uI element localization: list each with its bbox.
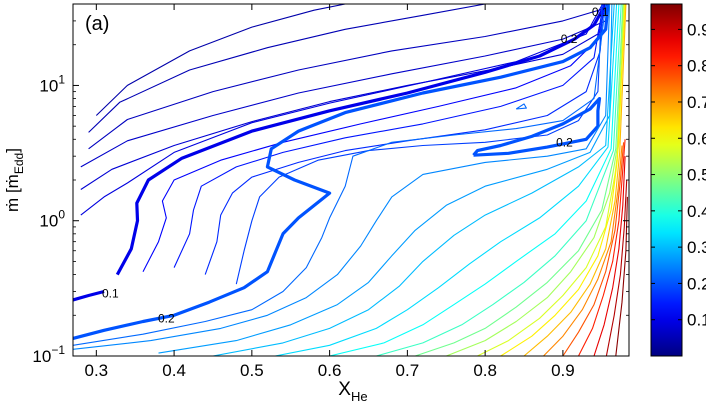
colorbar-ticks: 0.1 0.2 0.3 0.4 0.5 0.6 0.7 0.8 0.9 [651,20,706,330]
contour-line-29 [578,139,626,356]
contour-line-12 [73,4,610,340]
contour-line-5 [80,4,604,216]
x-tick-label-3: 0.6 [318,361,342,380]
colorbar-tick-label-8: 0.9 [687,20,706,39]
contour-line-27 [543,145,623,356]
x-tick-label-0: 0.3 [85,361,109,380]
x-tick-label-1: 0.4 [162,361,186,380]
colorbar-tick-label-2: 0.3 [687,238,706,257]
contour-line-0 [95,4,346,116]
y-tick-label-1: 100 [39,208,65,231]
contour-line-23 [446,4,625,356]
contour-label-0: 0.1 [102,286,119,300]
colorbar-tick-label-0: 0.1 [687,311,706,330]
contour-line-25 [500,4,626,356]
contour-line-31 [605,179,628,356]
contour-line-10 [204,4,604,275]
contour-line-22 [415,4,624,356]
contour-line-11 [235,4,603,285]
contour-label-3: 0.2 [561,32,578,46]
x-tick-label-5: 0.8 [473,361,497,380]
y-axis-ticks: 10−1 100 101 [32,3,629,366]
x-axis-title: XHe [338,379,367,401]
contour-labels: 0.1 0.1 0.2 0.2 0.2 [102,5,609,325]
contour-line-3 [80,4,611,168]
contour-line-6 [73,289,105,302]
contour-line-18 [212,4,615,356]
contour-line-20 [329,4,620,356]
contour-line-9 [173,4,604,268]
contour-line-2 [88,6,610,150]
plot-frame [72,3,630,357]
contour-line-30 [593,156,626,356]
contour-line-13 [472,97,602,157]
contour-label-4: 0.2 [556,135,573,149]
contour-lines [73,4,628,356]
contour-line-16 [73,4,611,350]
contour-line-21 [376,4,622,356]
contour-line-26 [523,4,627,356]
colorbar-tick-label-6: 0.7 [687,93,706,112]
y-tick-label-0: 10−1 [32,343,65,366]
colorbar-tick-label-1: 0.2 [687,274,706,293]
colorbar-tick-label-4: 0.5 [687,166,706,185]
contour-label-1: 0.1 [592,5,609,19]
x-tick-label-4: 0.7 [396,361,420,380]
colorbar [650,3,683,357]
colorbar-tick-label-7: 0.8 [687,57,706,76]
contour-line-4 [80,4,605,190]
contour-line-32 [615,196,628,356]
x-axis-ticks: 0.3 0.4 0.5 0.6 0.7 0.8 0.9 [85,4,575,380]
contour-line-28 [562,142,625,356]
contour-line-19 [275,4,618,356]
x-tick-label-6: 0.9 [551,361,575,380]
contour-line-15 [515,103,527,110]
y-axis-title: ṁ [ṁEdd] [3,148,26,212]
contour-line-7 [115,4,608,276]
panel-label: (a) [85,13,109,35]
contour-line-1 [88,4,486,133]
colorbar-tick-label-3: 0.4 [687,202,706,221]
y-tick-label-2: 101 [39,72,65,95]
contour-line-17 [158,4,613,354]
contour-line-14 [73,4,607,346]
x-tick-label-2: 0.5 [240,361,264,380]
contour-label-2: 0.2 [158,311,175,325]
colorbar-tick-label-5: 0.6 [687,129,706,148]
